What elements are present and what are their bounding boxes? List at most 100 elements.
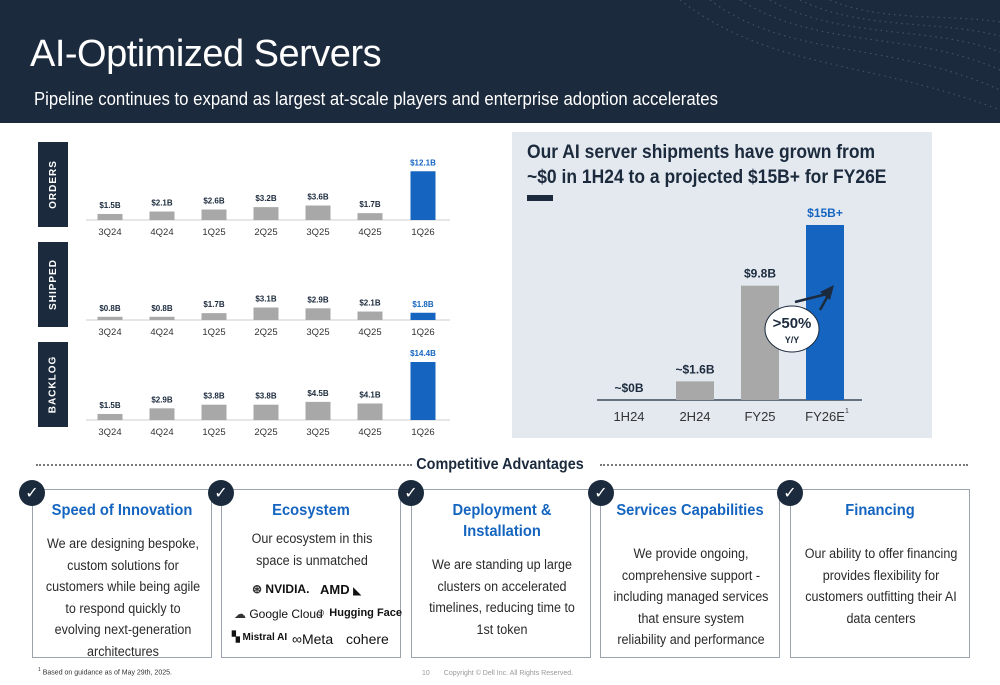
data-label: $3.8B <box>255 392 277 401</box>
data-label: $9.8B <box>744 267 776 281</box>
x-tick-label: FY25 <box>744 409 775 424</box>
data-label: $12.1B <box>410 158 436 167</box>
copyright: Copyright © Dell Inc. All Rights Reserve… <box>443 670 574 677</box>
dot-pattern-decoration <box>679 0 1000 111</box>
bar <box>357 213 383 220</box>
card-body: We are designing bespoke, custom solutio… <box>45 536 201 659</box>
bar <box>201 313 227 320</box>
card-body: Our ability to offer financing provides … <box>804 546 958 626</box>
bar <box>305 401 331 420</box>
data-label: $3.2B <box>255 194 277 203</box>
x-tick-label: 1Q25 <box>202 227 225 238</box>
data-label: $1.8B <box>412 300 434 309</box>
x-tick-label: 1Q26 <box>411 227 434 238</box>
data-label: $2.1B <box>359 299 381 308</box>
data-label: $15B+ <box>807 206 843 220</box>
bar <box>357 403 383 420</box>
check-icon: ✓ <box>777 480 803 506</box>
card-title: Ecosystem <box>272 502 350 519</box>
bar <box>253 404 279 420</box>
bar <box>305 205 331 220</box>
data-label: $1.7B <box>203 300 225 309</box>
growth-arrow <box>794 292 828 304</box>
x-tick-label: 4Q25 <box>358 227 381 238</box>
check-icon: ✓ <box>19 480 45 506</box>
card-services-capabilities: Services Capabilities We provide ongoing… <box>600 489 780 658</box>
x-tick-label: 2Q25 <box>254 227 277 238</box>
data-label: $0.8B <box>99 304 121 313</box>
x-tick-label: 4Q24 <box>150 327 173 338</box>
bar <box>149 316 175 320</box>
growth-arrow-head <box>820 285 834 300</box>
data-label: $2.9B <box>307 295 329 304</box>
x-tick-label: FY26E <box>805 409 845 424</box>
page-subtitle: Pipeline continues to expand as largest … <box>34 89 718 109</box>
data-label: $1.5B <box>99 201 121 210</box>
page-footer: 10 Copyright © Dell Inc. All Rights Reser… <box>422 670 573 677</box>
x-tick-label: 1Q25 <box>202 427 225 438</box>
bar <box>305 308 331 320</box>
bar <box>201 209 227 220</box>
card-title: Speed of Innovation <box>51 502 193 519</box>
data-label: $1.5B <box>99 401 121 410</box>
data-label: $4.5B <box>307 389 329 398</box>
card-ecosystem: Ecosystem Our ecosystem in this space is… <box>221 489 403 658</box>
x-tick-label: 2Q25 <box>254 427 277 438</box>
bar <box>676 381 714 400</box>
x-tick-label: 3Q25 <box>306 327 329 338</box>
card-deployment-installation: Deployment & Installation We are standin… <box>411 489 591 658</box>
data-label: $0.8B <box>151 304 173 313</box>
check-icon: ✓ <box>398 480 424 506</box>
x-tick-label: 1H24 <box>613 409 644 424</box>
check-icon: ✓ <box>588 480 614 506</box>
check-icon: ✓ <box>208 480 234 506</box>
growth-callout-unit: Y/Y <box>785 335 800 345</box>
bar <box>806 225 844 400</box>
bar <box>97 316 123 320</box>
x-tick-label: 4Q24 <box>150 427 173 438</box>
hugging-face-logo: ☺ Hugging Face <box>315 607 403 619</box>
data-label: $14.4B <box>410 349 436 358</box>
data-label: $3.6B <box>307 193 329 202</box>
growth-callout-circle <box>764 305 820 353</box>
x-tick-label: 4Q25 <box>358 327 381 338</box>
bar <box>410 362 436 420</box>
page-number: 10 <box>422 670 430 677</box>
title-accent-bar <box>527 195 553 201</box>
bar <box>410 171 436 220</box>
bar <box>97 213 123 220</box>
growth-callout-value: >50% <box>773 315 812 332</box>
card-body: We are standing up large clusters on acc… <box>429 557 575 637</box>
card-body: We provide ongoing, comprehensive suppor… <box>613 546 769 647</box>
card-body: Our ecosystem in this space is unmatched <box>251 531 373 568</box>
shipments-panel: Our AI server shipments have grown from … <box>512 132 932 438</box>
card-title: Deployment & Installation <box>452 502 552 540</box>
bar <box>149 211 175 220</box>
data-label: $3.8B <box>203 392 225 401</box>
data-label: $2.1B <box>151 199 173 208</box>
shipped-side-label: SHIPPED <box>38 242 68 327</box>
x-tick-label: 4Q25 <box>358 427 381 438</box>
advantages-title: Competitive Advantages <box>416 456 584 473</box>
data-label: $2.9B <box>151 395 173 404</box>
bar <box>149 408 175 420</box>
bar <box>201 404 227 420</box>
data-label: $2.6B <box>203 197 225 206</box>
data-label: ~$1.6B <box>675 362 714 376</box>
amd-logo: AMD ◣ <box>320 582 361 597</box>
data-label: $1.7B <box>359 200 381 209</box>
footnote-marker: 1 <box>845 408 849 415</box>
small-bar-charts: $1.5B 3Q24 $2.1B 4Q24 $2.6B 1Q25 $3.2B 2Q25 $3.6… <box>86 158 450 438</box>
shipments-bar-chart: ~$0B 1H24 ~$1.6B 2H24 $9.8B FY25 $15B+ FY26E 1 >5… <box>597 206 862 424</box>
data-label: $3.1B <box>255 295 277 304</box>
x-tick-label: 1Q25 <box>202 327 225 338</box>
footnote: 1 Based on guidance as of May 29th, 2025… <box>38 667 172 677</box>
x-tick-label: 1Q26 <box>411 427 434 438</box>
page-title: AI-Optimized Servers <box>30 33 382 75</box>
x-tick-label: 2Q25 <box>254 327 277 338</box>
divider-left <box>36 464 412 466</box>
data-label: ~$0B <box>614 381 643 395</box>
bar <box>357 311 383 320</box>
bar <box>97 413 123 420</box>
x-tick-label: 2H24 <box>679 409 710 424</box>
